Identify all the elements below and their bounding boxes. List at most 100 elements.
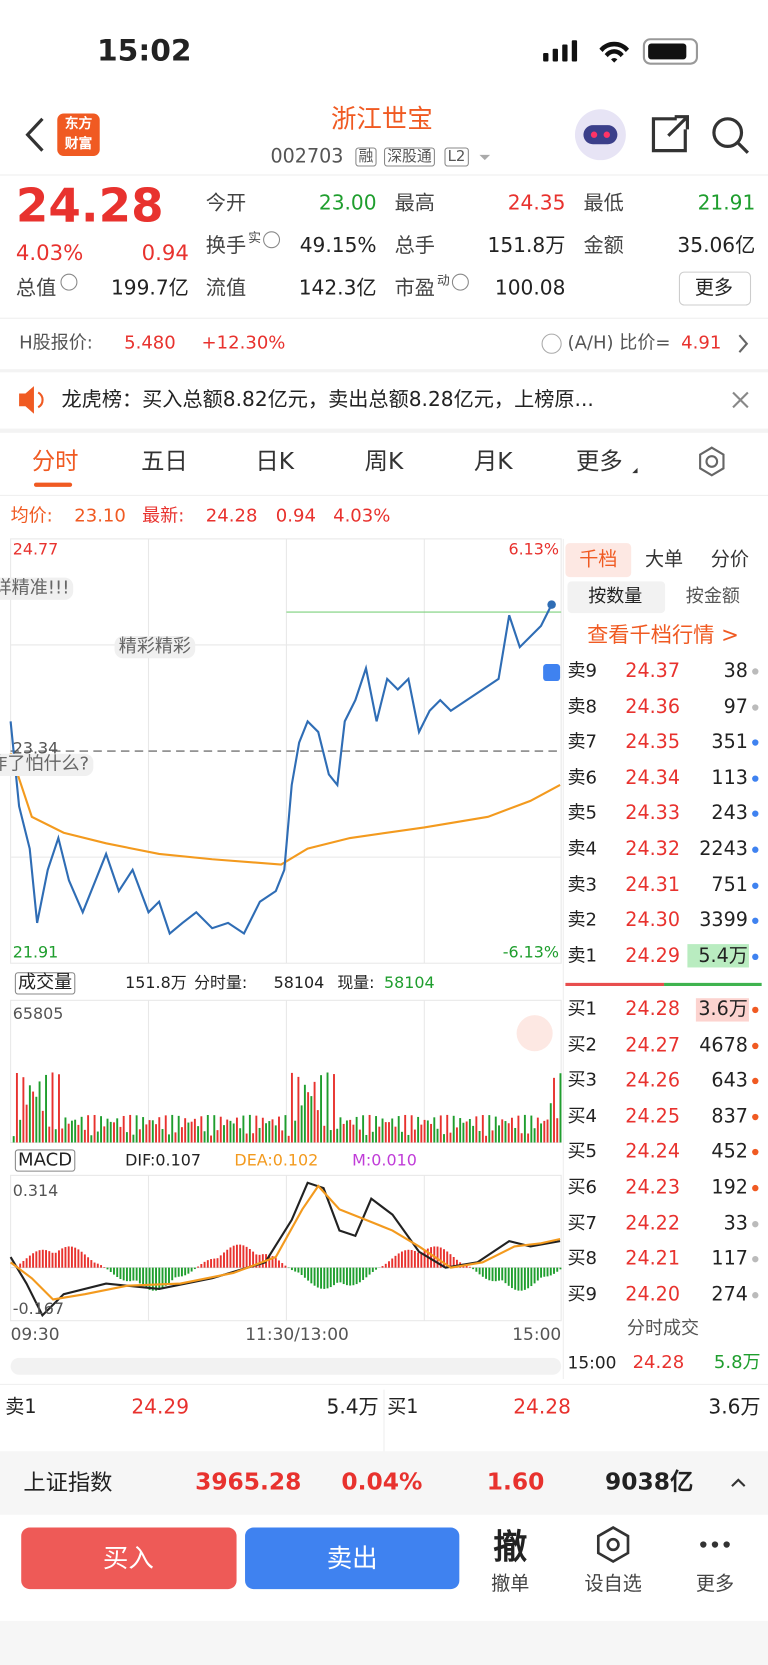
- trade-time: 15:00: [567, 1352, 617, 1373]
- volume-bar: [193, 1118, 196, 1143]
- volume-bar: [265, 1123, 268, 1143]
- book-link[interactable]: 查看千档行情 >: [587, 621, 739, 648]
- book-subtab[interactable]: 按数量: [588, 586, 643, 608]
- tag: 深股通: [384, 147, 435, 167]
- tab-active-bg: [565, 543, 632, 578]
- logo[interactable]: [57, 113, 100, 156]
- macd-bar: [336, 1267, 339, 1283]
- macd-bar: [83, 1254, 86, 1268]
- expand-icon[interactable]: [516, 1015, 553, 1052]
- action-label[interactable]: 设自选: [584, 1573, 642, 1596]
- search-icon[interactable]: [712, 117, 749, 154]
- more-button[interactable]: [678, 271, 752, 306]
- book-price: 24.30: [625, 909, 680, 932]
- book-volume: 837: [711, 1105, 748, 1128]
- sell-button[interactable]: [245, 1527, 460, 1590]
- macd-bar: [125, 1267, 128, 1282]
- macd-bar: [103, 1267, 106, 1268]
- tab[interactable]: 日K: [255, 448, 295, 476]
- chevron[interactable]: [731, 1478, 746, 1487]
- settings-icon[interactable]: [699, 446, 725, 477]
- volume-bar: [365, 1134, 368, 1143]
- tab[interactable]: 周K: [364, 448, 404, 476]
- macd-bar: [313, 1267, 316, 1286]
- volume-bar: [400, 1131, 403, 1143]
- volume-bar: [329, 1130, 332, 1143]
- book-price: 24.27: [625, 1033, 680, 1057]
- time-label: 11:30/13:00: [245, 1323, 349, 1345]
- volume-bar: [210, 1135, 213, 1143]
- macd-bar: [129, 1267, 132, 1282]
- volume-bar: [229, 1120, 232, 1143]
- highlight: [695, 998, 749, 1022]
- macd-bar: [417, 1252, 420, 1268]
- info-icon[interactable]: [263, 231, 281, 249]
- info-icon[interactable]: [60, 273, 78, 291]
- info-icon[interactable]: [451, 273, 469, 291]
- separator: [0, 428, 768, 433]
- index-name[interactable]: 上证指数: [23, 1469, 113, 1496]
- robot-icon[interactable]: [574, 109, 626, 161]
- volume-bar: [536, 1117, 539, 1143]
- volume-bar: [58, 1074, 60, 1143]
- subtab-active-bg: [567, 581, 666, 614]
- macd-bar: [310, 1267, 313, 1284]
- book-tab[interactable]: 大单: [644, 548, 684, 571]
- macd-bar: [420, 1253, 423, 1268]
- book-dot: [752, 1006, 759, 1014]
- macd-bar: [210, 1259, 213, 1268]
- book-subtab[interactable]: 按金额: [685, 586, 740, 608]
- indicator-select[interactable]: 成交量: [14, 972, 76, 995]
- logo-text: 东方: [64, 116, 93, 133]
- tab[interactable]: 五日: [141, 448, 188, 476]
- macd-bar: [481, 1267, 484, 1277]
- book-volume: 351: [711, 731, 748, 754]
- tab[interactable]: 月K: [473, 448, 513, 476]
- sell-text[interactable]: 卖出: [326, 1543, 378, 1574]
- buy-text[interactable]: 买入: [102, 1543, 154, 1574]
- volume-bar: [362, 1115, 365, 1143]
- tab[interactable]: 更多: [576, 448, 623, 476]
- macd-bar: [164, 1267, 167, 1286]
- notice[interactable]: 龙虎榜：买入总额8.82亿元，卖出总额8.28亿元，上榜原...: [61, 387, 594, 412]
- scrollbar[interactable]: [10, 1357, 562, 1375]
- volume-bar: [517, 1115, 520, 1143]
- volume-bar: [290, 1072, 293, 1143]
- volume-bar: [413, 1129, 416, 1143]
- macd-bar: [339, 1267, 342, 1283]
- macd-bar: [45, 1250, 47, 1268]
- chart-grid: [10, 538, 562, 1322]
- cancel-icon[interactable]: 撤: [493, 1526, 528, 1567]
- book-dot: [752, 882, 759, 889]
- more-icon[interactable]: [700, 1541, 730, 1548]
- index-change: 1.60: [486, 1469, 545, 1496]
- volume-bar: [180, 1127, 183, 1143]
- field-value: 49.15%: [299, 233, 377, 258]
- more-button-text[interactable]: 更多: [694, 276, 734, 300]
- volume-bar: [116, 1118, 119, 1143]
- book-price: 24.31: [625, 873, 680, 896]
- volume-bar: [345, 1120, 348, 1143]
- volume-bar: [420, 1124, 423, 1143]
- indicator-select[interactable]: MACD: [14, 1149, 76, 1172]
- close-icon[interactable]: [732, 391, 749, 409]
- volume-bar: [248, 1114, 251, 1143]
- book-name: 卖3: [567, 874, 598, 896]
- action-label[interactable]: 更多: [695, 1573, 735, 1596]
- back-icon[interactable]: [25, 117, 44, 152]
- book-tab[interactable]: 千档: [579, 548, 618, 571]
- macd-bar: [51, 1252, 54, 1268]
- macd-bar: [375, 1267, 378, 1270]
- volume-bar: [553, 1077, 555, 1143]
- share-icon[interactable]: [651, 115, 689, 153]
- tab[interactable]: 分时: [31, 448, 79, 476]
- buy-button[interactable]: [21, 1527, 237, 1590]
- action-label[interactable]: 撤单: [491, 1573, 530, 1596]
- macd-bar: [439, 1247, 442, 1268]
- favorite-icon[interactable]: [596, 1526, 630, 1564]
- book-tab[interactable]: 分价: [710, 548, 749, 571]
- macd-bar: [87, 1257, 90, 1268]
- macd-bar: [391, 1258, 394, 1268]
- volume-bar: [452, 1115, 455, 1143]
